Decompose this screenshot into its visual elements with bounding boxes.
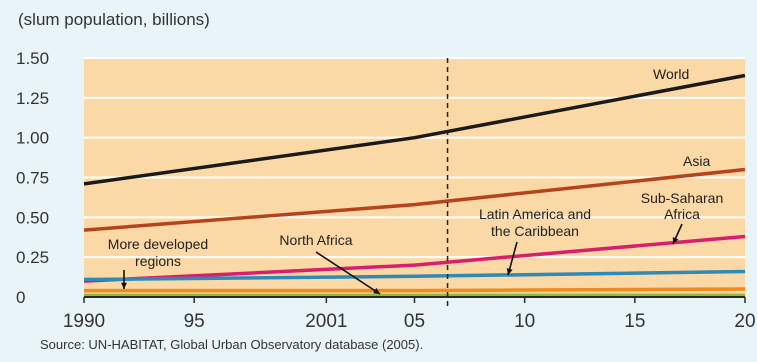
series-line xyxy=(83,234,746,283)
series-annotation: World xyxy=(653,66,689,82)
series-annotation: the Caribbean xyxy=(491,223,579,239)
annotation-arrowhead xyxy=(672,237,679,244)
series-annotation: More developed xyxy=(108,236,208,252)
y-tick-label: 0.75 xyxy=(16,169,49,188)
y-tick-label: 1.25 xyxy=(16,89,49,108)
series-line xyxy=(84,287,746,293)
series-annotation: Asia xyxy=(683,153,710,169)
y-tick-label: 0.50 xyxy=(16,208,49,227)
y-tick-label: 1.50 xyxy=(16,49,49,68)
series-annotation: Africa xyxy=(664,206,700,222)
series-line xyxy=(83,73,746,186)
series-annotation: North Africa xyxy=(279,232,352,248)
x-tick-label: 10 xyxy=(514,311,535,332)
annotation-arrowhead xyxy=(506,268,513,275)
annotation-arrowhead xyxy=(373,288,380,294)
y-axis-unit-label: (slum population, billions) xyxy=(18,10,210,29)
series-line xyxy=(83,167,746,232)
x-tick-label: 05 xyxy=(404,311,425,332)
source-note: Source: UN-HABITAT, Global Urban Observa… xyxy=(40,337,424,352)
series-annotation: Sub-Saharan xyxy=(641,190,724,206)
series-annotation: regions xyxy=(135,253,181,269)
x-tick-label: 2001 xyxy=(305,311,347,332)
x-tick-label: 1990 xyxy=(63,311,105,332)
series-line xyxy=(83,269,746,282)
y-tick-label: 1.00 xyxy=(16,129,49,148)
annotation-arrowhead xyxy=(121,282,127,289)
annotation-arrow xyxy=(315,251,381,295)
y-tick-label: 0.25 xyxy=(16,248,49,267)
series-annotation: Latin America and xyxy=(479,206,591,222)
x-tick-label: 20 xyxy=(734,311,755,332)
x-tick-label: 95 xyxy=(184,311,205,332)
x-tick-label: 15 xyxy=(624,311,645,332)
y-tick-label: 0 xyxy=(16,288,25,307)
